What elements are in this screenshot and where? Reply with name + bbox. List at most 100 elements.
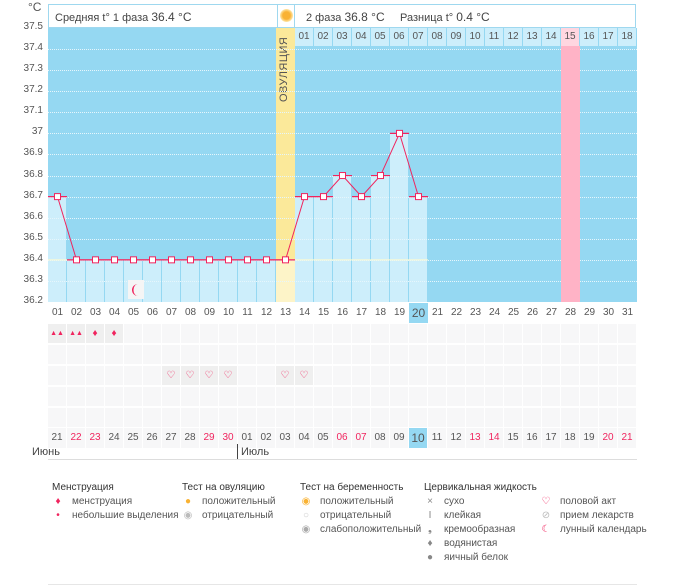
temperature-point[interactable] bbox=[301, 193, 308, 201]
cycle-day[interactable]: 31 bbox=[621, 307, 634, 318]
mark-cell[interactable] bbox=[542, 408, 560, 427]
calendar-date[interactable]: 21 bbox=[48, 428, 66, 448]
mark-cell[interactable] bbox=[295, 387, 313, 406]
mark-cell[interactable] bbox=[238, 366, 256, 385]
calendar-date[interactable]: 27 bbox=[162, 428, 180, 448]
cycle-day[interactable]: 06 bbox=[146, 307, 159, 318]
mark-cell[interactable] bbox=[428, 324, 446, 343]
mark-cell[interactable] bbox=[580, 366, 598, 385]
mark-cell[interactable] bbox=[219, 324, 237, 343]
calendar-date[interactable]: 13 bbox=[466, 428, 484, 448]
mark-cell[interactable] bbox=[390, 387, 408, 406]
mark-cell[interactable] bbox=[504, 408, 522, 427]
mark-cell[interactable] bbox=[371, 324, 389, 343]
mark-cell[interactable] bbox=[409, 387, 427, 406]
mark-cell[interactable] bbox=[447, 408, 465, 427]
mark-cell[interactable] bbox=[276, 324, 294, 343]
mark-cell[interactable] bbox=[276, 345, 294, 364]
mark-cell[interactable] bbox=[257, 324, 275, 343]
mark-cell[interactable] bbox=[523, 324, 541, 343]
cycle-day[interactable]: 08 bbox=[184, 307, 197, 318]
temperature-bar[interactable] bbox=[48, 196, 67, 302]
calendar-date[interactable]: 06 bbox=[333, 428, 351, 448]
mark-cell[interactable] bbox=[181, 345, 199, 364]
mark-cell[interactable] bbox=[105, 387, 123, 406]
mark-cell[interactable] bbox=[200, 345, 218, 364]
temperature-point[interactable] bbox=[263, 256, 270, 264]
temperature-point[interactable] bbox=[111, 256, 118, 264]
mark-cell[interactable] bbox=[504, 387, 522, 406]
calendar-date[interactable]: 17 bbox=[542, 428, 560, 448]
calendar-date[interactable]: 21 bbox=[618, 428, 636, 448]
cycle-day[interactable]: 12 bbox=[260, 307, 273, 318]
mark-cell[interactable] bbox=[599, 387, 617, 406]
temperature-point[interactable] bbox=[244, 256, 251, 264]
calendar-date[interactable]: 03 bbox=[276, 428, 294, 448]
mark-cell[interactable] bbox=[314, 408, 332, 427]
mark-cell[interactable] bbox=[124, 387, 142, 406]
cycle-day[interactable]: 27 bbox=[545, 307, 558, 318]
temperature-point[interactable] bbox=[92, 256, 99, 264]
calendar-date[interactable]: 09 bbox=[390, 428, 408, 448]
temperature-point[interactable] bbox=[396, 129, 403, 137]
mark-cell[interactable] bbox=[447, 324, 465, 343]
mark-cell[interactable] bbox=[143, 324, 161, 343]
mark-cell[interactable] bbox=[371, 408, 389, 427]
mark-cell[interactable] bbox=[618, 408, 636, 427]
mark-cell[interactable] bbox=[124, 324, 142, 343]
mark-cell[interactable] bbox=[485, 366, 503, 385]
calendar-date[interactable]: 05 bbox=[314, 428, 332, 448]
calendar-date[interactable]: 30 bbox=[219, 428, 237, 448]
calendar-date[interactable]: 15 bbox=[504, 428, 522, 448]
mark-cell[interactable] bbox=[314, 345, 332, 364]
calendar-date[interactable]: 22 bbox=[67, 428, 85, 448]
temperature-point[interactable] bbox=[73, 256, 80, 264]
cycle-day[interactable]: 09 bbox=[203, 307, 216, 318]
mark-cell[interactable] bbox=[48, 345, 66, 364]
mark-cell[interactable] bbox=[67, 345, 85, 364]
temperature-point[interactable] bbox=[282, 256, 289, 264]
calendar-date[interactable]: 20 bbox=[599, 428, 617, 448]
mark-cell[interactable] bbox=[86, 366, 104, 385]
cycle-day[interactable]: 19 bbox=[393, 307, 406, 318]
mark-cell[interactable] bbox=[124, 408, 142, 427]
mark-cell[interactable]: ♡ bbox=[276, 366, 294, 385]
mark-cell[interactable] bbox=[295, 408, 313, 427]
mark-cell[interactable] bbox=[580, 408, 598, 427]
mark-cell[interactable] bbox=[428, 345, 446, 364]
calendar-date[interactable]: 23 bbox=[86, 428, 104, 448]
mark-cell[interactable] bbox=[618, 324, 636, 343]
mark-cell[interactable] bbox=[542, 324, 560, 343]
mark-cell[interactable]: ♦ bbox=[105, 324, 123, 343]
mark-cell[interactable] bbox=[238, 408, 256, 427]
cycle-day[interactable]: 24 bbox=[488, 307, 501, 318]
mark-cell[interactable] bbox=[371, 366, 389, 385]
mark-cell[interactable] bbox=[409, 345, 427, 364]
mark-cell[interactable] bbox=[352, 324, 370, 343]
cycle-day[interactable]: 04 bbox=[108, 307, 121, 318]
temperature-point[interactable] bbox=[149, 256, 156, 264]
mark-cell[interactable] bbox=[599, 324, 617, 343]
mark-cell[interactable] bbox=[618, 345, 636, 364]
mark-cell[interactable]: ♡ bbox=[295, 366, 313, 385]
mark-cell[interactable] bbox=[181, 408, 199, 427]
mark-cell[interactable] bbox=[105, 408, 123, 427]
mark-cell[interactable] bbox=[314, 387, 332, 406]
temperature-point[interactable] bbox=[130, 256, 137, 264]
mark-cell[interactable] bbox=[504, 366, 522, 385]
mark-cell[interactable] bbox=[542, 366, 560, 385]
mark-cell[interactable] bbox=[257, 345, 275, 364]
mark-cell[interactable] bbox=[105, 366, 123, 385]
cycle-day[interactable]: 15 bbox=[317, 307, 330, 318]
mark-cell[interactable] bbox=[390, 324, 408, 343]
mark-cell[interactable] bbox=[257, 366, 275, 385]
temperature-point[interactable] bbox=[225, 256, 232, 264]
mark-cell[interactable] bbox=[409, 366, 427, 385]
calendar-date[interactable]: 24 bbox=[105, 428, 123, 448]
cycle-day[interactable]: 05 bbox=[127, 307, 140, 318]
mark-cell[interactable] bbox=[162, 408, 180, 427]
mark-cell[interactable] bbox=[542, 387, 560, 406]
mark-cell[interactable] bbox=[409, 324, 427, 343]
mark-cell[interactable] bbox=[333, 408, 351, 427]
mark-cell[interactable] bbox=[162, 324, 180, 343]
